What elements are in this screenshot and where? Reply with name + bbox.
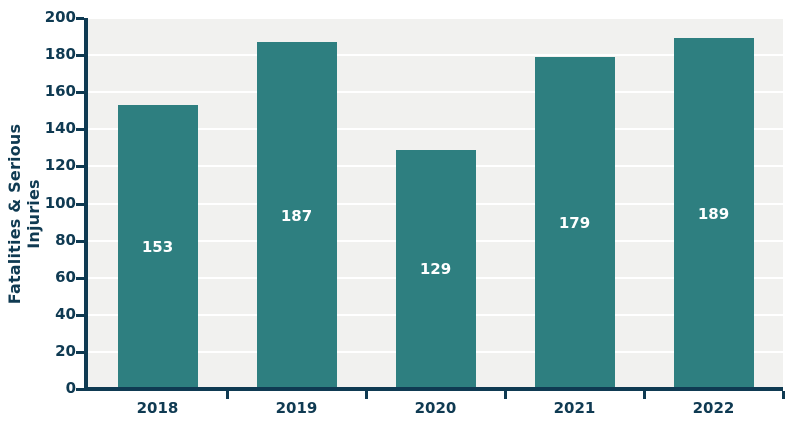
gridline [88,128,783,131]
y-tick-label: 20 [55,341,76,360]
x-tick [365,391,368,399]
y-tick [76,54,84,58]
y-tick [76,350,84,354]
x-tick-label-2019: 2019 [275,399,318,417]
bar-2021: 179 [534,56,615,389]
y-tick [76,239,84,243]
x-tick-label-2022: 2022 [692,399,735,417]
gridline [88,17,783,19]
x-tick-label-2018: 2018 [136,399,179,417]
x-axis-line [84,387,783,391]
bar-2022: 189 [673,38,754,389]
x-tick [226,391,229,399]
y-tick [76,388,84,391]
y-tick-label: 100 [44,193,76,212]
y-tick-label: 0 [65,379,76,397]
x-tick [504,391,507,399]
y-tick [76,17,84,20]
y-tick-label: 140 [44,119,76,138]
y-tick [76,165,84,169]
y-tick [76,313,84,317]
bar-2020: 129 [395,149,476,389]
x-tick-label-2021: 2021 [553,399,596,417]
x-tick [643,391,646,399]
y-tick-label: 180 [44,45,76,64]
bar-2018: 153 [117,105,198,389]
gridline [88,91,783,94]
gridline [88,54,783,57]
x-tick-label-2020: 2020 [414,399,457,417]
y-tick-label: 160 [44,82,76,101]
y-tick [76,128,84,132]
plot-area: 153 187 129 179 189 [88,17,783,389]
bar-value-label: 179 [558,213,591,232]
y-tick-label: 60 [55,267,76,286]
y-tick-label: 200 [44,8,76,26]
y-tick [76,276,84,280]
y-tick-label: 120 [44,156,76,175]
bar-2019: 187 [256,42,337,389]
y-axis-line [84,18,88,391]
bar-value-label: 129 [419,260,452,279]
y-tick [76,202,84,206]
y-tick [76,91,84,95]
y-tick-label: 80 [55,230,76,249]
bar-value-label: 153 [141,238,174,257]
bar-value-label: 189 [697,204,730,223]
bar-value-label: 187 [280,206,313,225]
x-tick [782,391,785,399]
y-tick-label: 40 [55,304,76,323]
